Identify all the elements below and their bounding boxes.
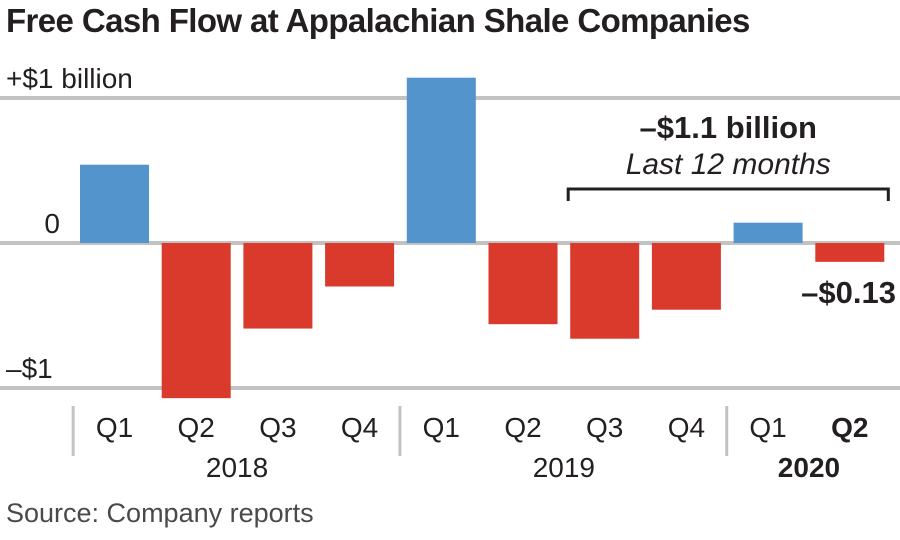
y-tick-labels: +$1 billion 0 –$1 <box>6 63 133 384</box>
y-tick-label: 0 <box>44 208 60 239</box>
bar-positive <box>80 164 149 243</box>
bar-negative <box>243 243 313 329</box>
year-separator <box>71 406 75 456</box>
bar-negative <box>488 243 558 325</box>
x-tick-label: Q4 <box>341 412 378 443</box>
bar-negative <box>651 243 721 310</box>
x-axis: Q1 Q2 Q3 Q4 Q1 Q2 Q3 Q4 Q1 Q2 2018 2019 2020 <box>71 406 868 483</box>
bar-negative <box>815 243 885 262</box>
year-separator <box>398 406 402 456</box>
last-value-annotation: –$0.13 <box>801 275 896 310</box>
total-annotation: –$1.1 billion <box>640 110 817 145</box>
x-tick-label: Q3 <box>586 412 623 443</box>
source-note: Source: Company reports <box>6 498 314 528</box>
bars <box>80 77 885 399</box>
gridline <box>0 386 900 390</box>
year-label: 2020 <box>778 452 840 483</box>
y-tick-label: –$1 <box>6 353 53 384</box>
x-tick-label: Q2 <box>178 412 215 443</box>
x-tick-label: Q1 <box>423 412 460 443</box>
bar-positive <box>733 222 803 243</box>
x-tick-label: Q2 <box>831 412 868 443</box>
bar-negative <box>570 243 640 339</box>
year-label: 2018 <box>206 452 268 483</box>
bracket-last-12-months <box>566 187 890 201</box>
x-tick-label: Q1 <box>96 412 133 443</box>
y-tick-label: +$1 billion <box>6 63 133 94</box>
x-tick-label: Q3 <box>259 412 296 443</box>
x-tick-label: Q2 <box>504 412 541 443</box>
x-tick-label: Q1 <box>749 412 786 443</box>
year-label: 2019 <box>533 452 595 483</box>
chart-title: Free Cash Flow at Appalachian Shale Comp… <box>6 2 750 39</box>
bar-negative <box>161 243 231 399</box>
bar-negative <box>325 243 395 287</box>
year-separator <box>725 406 729 456</box>
x-tick-label: Q4 <box>668 412 705 443</box>
bar-positive <box>406 77 476 243</box>
period-annotation: Last 12 months <box>626 148 831 181</box>
